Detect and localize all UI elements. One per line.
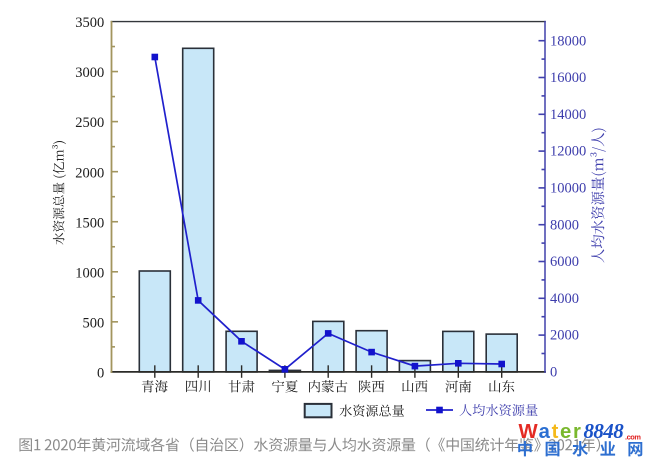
- svg-text:10000: 10000: [550, 181, 586, 197]
- svg-text:1000: 1000: [75, 265, 104, 281]
- svg-text:0: 0: [97, 366, 104, 382]
- svg-text:2500: 2500: [75, 115, 104, 131]
- svg-text:14000: 14000: [550, 107, 586, 123]
- svg-text:8848: 8848: [584, 419, 625, 443]
- svg-text:500: 500: [83, 315, 105, 331]
- svg-text:16000: 16000: [550, 70, 586, 86]
- svg-text:3500: 3500: [75, 15, 104, 31]
- svg-text:3000: 3000: [75, 65, 104, 81]
- svg-text:1500: 1500: [75, 215, 104, 231]
- svg-text:2000: 2000: [550, 328, 579, 344]
- svg-text:.com: .com: [625, 433, 641, 442]
- svg-text:Water: Water: [519, 421, 583, 443]
- svg-text:8000: 8000: [550, 217, 579, 233]
- svg-text:18000: 18000: [550, 33, 586, 49]
- svg-text:6000: 6000: [550, 254, 579, 270]
- svg-text:2000: 2000: [75, 165, 104, 181]
- svg-text:0: 0: [550, 365, 557, 381]
- svg-text:12000: 12000: [550, 144, 586, 160]
- svg-text:4000: 4000: [550, 291, 579, 307]
